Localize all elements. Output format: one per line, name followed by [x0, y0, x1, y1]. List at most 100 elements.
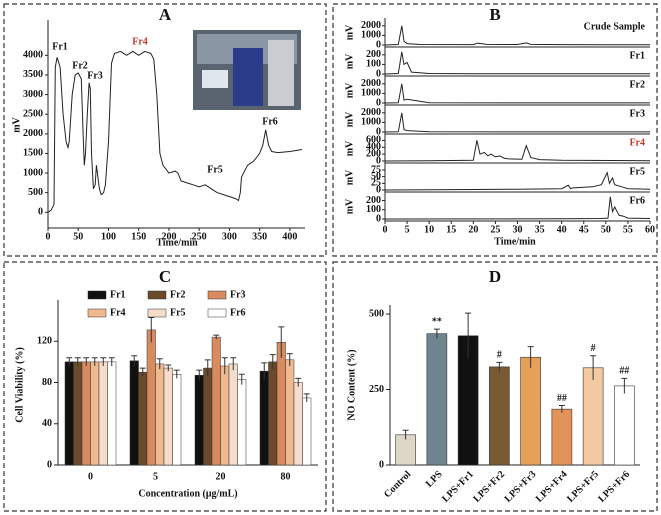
significance-label: ##	[557, 393, 567, 404]
peak-label: Fr2	[72, 60, 88, 71]
y-axis-label: mV	[344, 53, 355, 69]
y-tick-label: 500	[369, 308, 384, 319]
trace-label: Fr4	[629, 137, 645, 148]
x-tick-label: 0	[383, 224, 388, 235]
bar	[259, 370, 269, 466]
y-tick-label: 400	[366, 142, 381, 153]
y-tick-label: 0	[38, 207, 43, 218]
chromatogram-line	[384, 83, 651, 104]
error-bar	[165, 364, 172, 372]
x-tick-label: LPS+Fr4	[534, 469, 570, 505]
x-axis-label: Time/min	[156, 237, 198, 248]
trace-label: Fr1	[629, 50, 645, 61]
chromatogram-line	[384, 112, 651, 133]
bar	[90, 361, 100, 466]
error-bar	[261, 362, 268, 380]
photo-cabinet	[268, 40, 294, 106]
y-tick-label: 2000	[361, 107, 381, 118]
bar	[98, 361, 108, 466]
error-bar	[269, 354, 276, 370]
x-tick-label: 250	[192, 231, 207, 242]
y-axis-label: mV	[344, 140, 355, 156]
bar	[551, 408, 573, 466]
y-tick-label: 200	[366, 148, 381, 159]
bar	[520, 356, 541, 466]
legend-label: Fr3	[230, 289, 246, 300]
x-tick-label: 20	[216, 471, 226, 482]
legend-label: Fr5	[170, 307, 186, 318]
y-tick-label: 250	[369, 384, 384, 395]
x-tick-label: 60	[645, 224, 655, 235]
bar	[81, 361, 91, 466]
error-bar	[496, 361, 503, 372]
error-bar	[108, 357, 115, 366]
error-bar	[139, 367, 146, 377]
y-tick-label: 2000	[23, 128, 43, 139]
bar	[220, 365, 230, 466]
chromatogram-line	[384, 140, 651, 162]
panel-frame	[332, 3, 658, 257]
error-bar	[286, 353, 293, 366]
peak-label: Fr1	[52, 41, 68, 52]
legend-label: Fr4	[110, 307, 126, 318]
bar	[211, 336, 221, 466]
error-bar	[83, 357, 90, 366]
x-tick-label: LPS+Fr3	[503, 469, 539, 505]
error-bar	[131, 355, 138, 366]
x-tick-label: 0	[88, 471, 93, 482]
y-tick-label: 50	[371, 171, 381, 182]
x-tick-label: 80	[281, 471, 291, 482]
x-tick-label: 5	[153, 471, 158, 482]
y-tick-label: 500	[28, 187, 43, 198]
y-tick-label: 2500	[23, 108, 43, 119]
y-tick-label: 0	[376, 213, 381, 224]
chromatogram-line	[384, 171, 651, 191]
y-tick-label: 0	[376, 184, 381, 195]
error-bar	[66, 357, 73, 366]
error-bar	[465, 312, 472, 359]
inset-photo	[193, 30, 301, 110]
error-bar	[221, 357, 228, 375]
y-tick-label: 0	[376, 39, 381, 50]
legend-swatch	[87, 290, 107, 300]
chromatogram-line	[47, 50, 303, 213]
x-tick-label: 400	[282, 231, 297, 242]
y-tick-label: 0	[376, 68, 381, 79]
y-tick-label: 3500	[23, 69, 43, 80]
y-tick-label: 0	[376, 155, 381, 166]
bar	[73, 361, 83, 466]
error-bar	[196, 369, 203, 381]
bar	[276, 342, 286, 466]
chromatogram-line	[384, 51, 650, 75]
x-tick-label: 350	[252, 231, 267, 242]
y-tick-label: 25	[371, 178, 381, 189]
bar	[302, 397, 312, 466]
panel-label: D	[489, 267, 501, 286]
x-tick-label: 0	[46, 231, 51, 242]
trace-label: Fr2	[629, 79, 645, 90]
x-tick-label: 300	[222, 231, 237, 242]
y-tick-label: 3000	[23, 89, 43, 100]
error-bar	[148, 317, 155, 343]
chromatogram-line	[384, 25, 650, 46]
error-bar	[527, 346, 534, 368]
error-bar	[295, 377, 302, 387]
error-bar	[74, 357, 81, 366]
y-axis-label: mV	[344, 198, 355, 214]
x-axis-label: Concentration (μg/mL)	[138, 488, 237, 499]
x-tick-label: LPS+Fr1	[440, 469, 476, 505]
error-bar	[156, 358, 163, 370]
y-tick-label: 80	[42, 377, 52, 388]
bar	[155, 363, 165, 466]
panel-label: A	[159, 5, 172, 24]
legend-label: Fr1	[110, 289, 126, 300]
significance-label: **	[432, 316, 442, 327]
y-tick-label: 40	[42, 418, 52, 429]
error-bar	[91, 357, 98, 366]
y-tick-label: 100	[366, 204, 381, 215]
trace-label: Fr3	[629, 108, 645, 119]
panel-frame	[3, 261, 327, 512]
y-tick-label: 4000	[23, 50, 43, 61]
bar	[293, 382, 303, 466]
